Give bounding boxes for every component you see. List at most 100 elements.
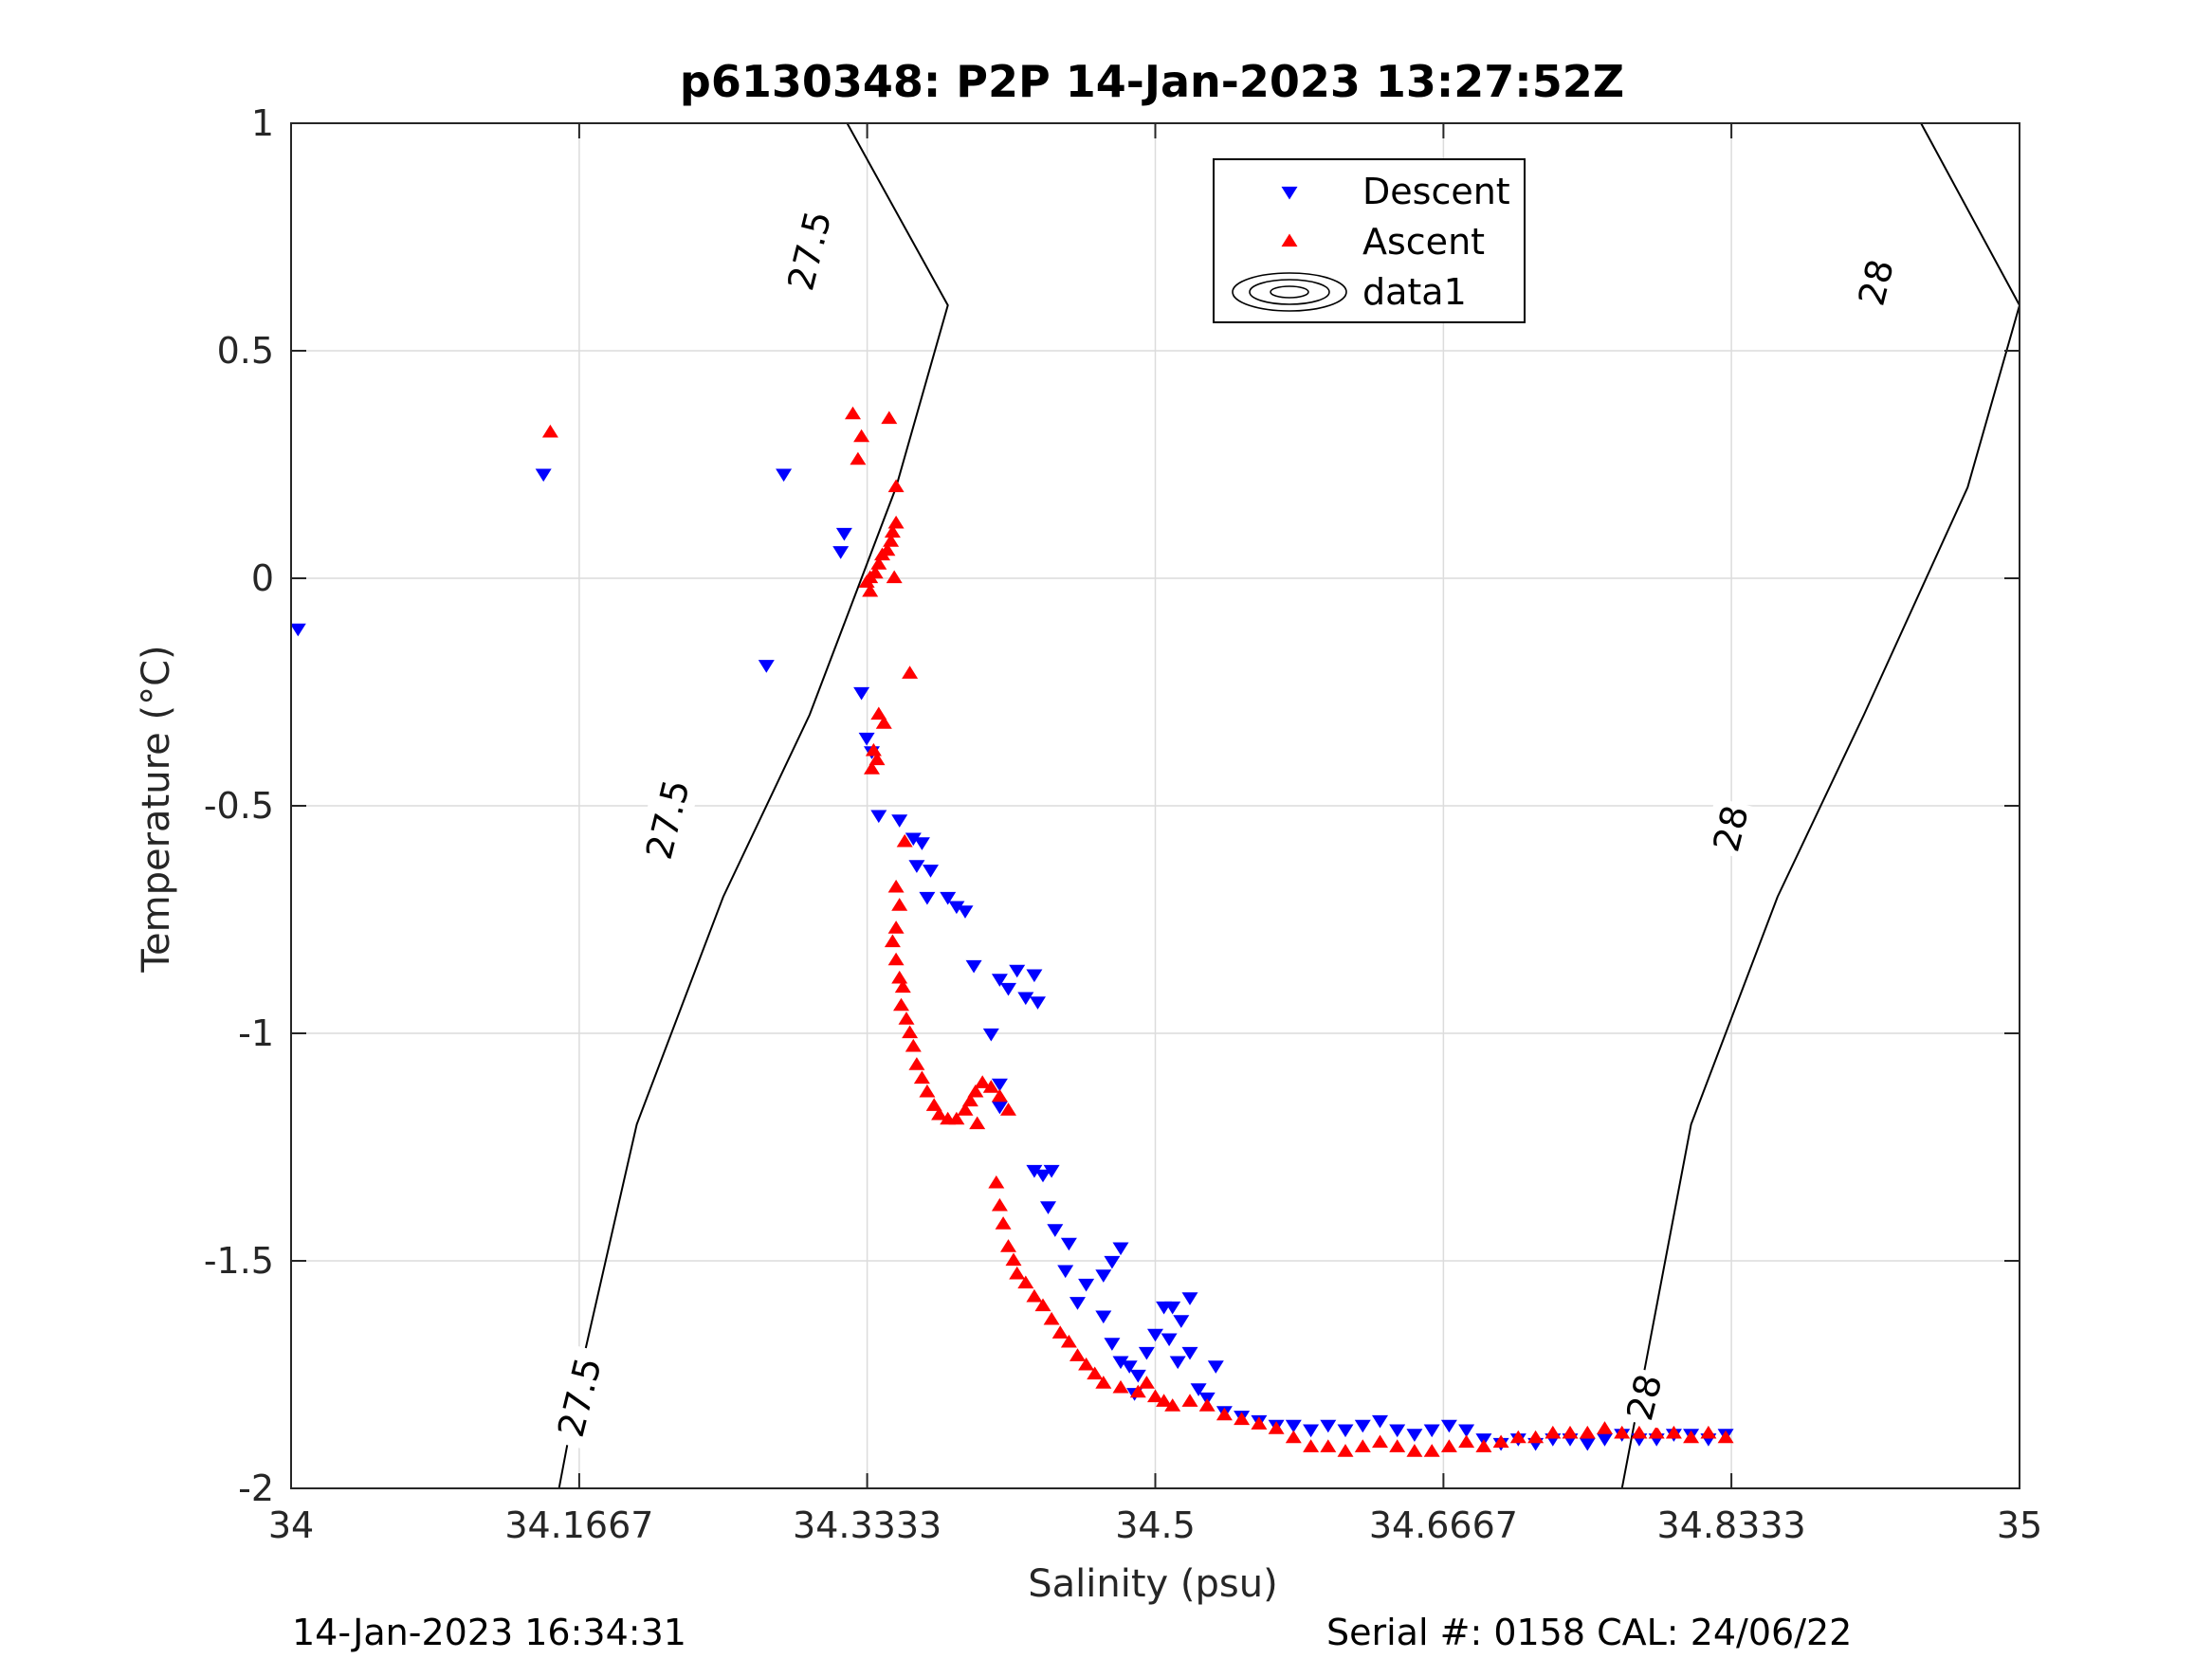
ascent-marker	[1026, 1288, 1043, 1303]
descent-marker	[1285, 1419, 1302, 1433]
ascent-marker	[875, 716, 892, 729]
ascent-marker	[1156, 1394, 1173, 1407]
legend-entry-descent: Descent	[1362, 171, 1510, 212]
ascent-marker	[1000, 1239, 1016, 1252]
descent-marker	[908, 860, 925, 873]
ascent-marker	[969, 1116, 986, 1130]
descent-marker	[1138, 1346, 1155, 1360]
ascent-marker	[988, 1175, 1005, 1189]
descent-marker	[1406, 1429, 1423, 1442]
descent-marker	[965, 959, 982, 974]
ascent-marker	[1087, 1366, 1104, 1380]
legend-entry-ascent: Ascent	[1362, 221, 1485, 263]
ascent-marker	[1060, 1334, 1077, 1348]
ascent-marker	[850, 451, 867, 465]
ascent-marker	[967, 1084, 984, 1098]
ascent-marker	[887, 879, 905, 893]
ascent-marker	[1597, 1421, 1613, 1434]
descent-marker	[853, 686, 870, 701]
descent-marker	[923, 865, 939, 878]
ascent-marker	[1043, 1311, 1060, 1325]
ascent-marker	[853, 428, 870, 443]
descent-marker	[1579, 1437, 1596, 1451]
descent-marker	[1112, 1242, 1129, 1256]
ascent-marker	[1234, 1412, 1251, 1426]
descent-marker	[835, 527, 852, 541]
x-tick-label: 34	[268, 1504, 314, 1546]
ascent-marker	[982, 1080, 999, 1093]
descent-marker	[1026, 969, 1043, 983]
ascent-marker	[1320, 1439, 1337, 1452]
ascent-marker	[887, 515, 905, 529]
ascent-marker	[883, 534, 900, 547]
descent-marker	[1337, 1424, 1354, 1438]
descent-marker	[1121, 1360, 1138, 1374]
contour-label-bg	[633, 766, 703, 873]
ascent-marker	[864, 761, 880, 775]
x-tick-label: 35	[1997, 1504, 2042, 1546]
descent-marker	[1169, 1356, 1186, 1370]
descent-marker	[1078, 1278, 1095, 1292]
x-axis-label: Salinity (psu)	[1028, 1562, 1277, 1606]
ascent-marker	[902, 665, 919, 679]
descent-marker	[982, 1028, 999, 1042]
ascent-marker	[1579, 1425, 1596, 1439]
contour-label-bg	[776, 197, 844, 304]
legend-contour-icon	[1232, 272, 1347, 312]
ascent-marker	[1078, 1357, 1095, 1371]
series-ascent	[541, 406, 1734, 1457]
x-tick-label: 34.6667	[1369, 1504, 1518, 1546]
ascent-marker	[1268, 1421, 1285, 1434]
ascent-marker	[1545, 1425, 1562, 1439]
ascent-marker	[1129, 1384, 1146, 1398]
ascent-marker	[891, 898, 908, 911]
descent-marker	[1147, 1328, 1163, 1342]
ascent-marker	[1009, 1266, 1026, 1280]
descent-marker	[1303, 1424, 1320, 1438]
ascent-marker	[974, 1075, 991, 1088]
ascent-marker	[898, 1012, 915, 1025]
ascent-marker	[1458, 1434, 1475, 1449]
contour-label-bg	[545, 1343, 614, 1451]
descent-marker	[1423, 1424, 1440, 1438]
ascent-marker	[1492, 1434, 1509, 1449]
descent-marker	[1597, 1433, 1613, 1447]
ascent-marker	[865, 742, 882, 757]
x-tick-label: 34.1667	[504, 1504, 653, 1546]
descent-marker	[1173, 1315, 1190, 1328]
ascent-marker	[1562, 1425, 1579, 1439]
ascent-marker	[887, 479, 905, 493]
ascent-marker	[1095, 1376, 1112, 1389]
ascent-marker	[870, 556, 887, 570]
descent-marker	[991, 974, 1008, 987]
descent-marker	[1060, 1237, 1077, 1251]
ascent-marker	[881, 410, 898, 425]
y-tick-label: -2	[238, 1468, 274, 1509]
ascent-marker	[1631, 1425, 1648, 1439]
ascent-marker	[919, 1084, 936, 1098]
legend-contour-icon	[1249, 279, 1330, 305]
descent-marker	[1164, 1301, 1181, 1315]
descent-marker	[535, 468, 552, 483]
ascent-marker	[1181, 1394, 1198, 1407]
ascent-marker	[1372, 1434, 1388, 1449]
x-tick-label: 34.3333	[793, 1504, 941, 1546]
descent-marker	[291, 623, 306, 637]
descent-marker	[870, 810, 887, 824]
descent-marker	[1458, 1424, 1475, 1438]
contour-label-group: 28	[1702, 797, 1760, 860]
descent-marker	[1043, 1164, 1060, 1178]
ascent-marker	[995, 1216, 1012, 1230]
descent-marker	[1034, 1169, 1051, 1183]
ascent-marker	[908, 1057, 925, 1070]
legend-box	[1213, 158, 1526, 323]
ascent-marker	[862, 583, 879, 597]
ascent-marker	[867, 565, 884, 579]
ascent-marker	[1005, 1252, 1022, 1267]
descent-marker	[1389, 1424, 1406, 1438]
ascent-marker	[1069, 1348, 1086, 1361]
ascent-marker	[896, 833, 913, 848]
descent-marker	[940, 891, 957, 905]
contour-label-bg	[1702, 797, 1760, 860]
